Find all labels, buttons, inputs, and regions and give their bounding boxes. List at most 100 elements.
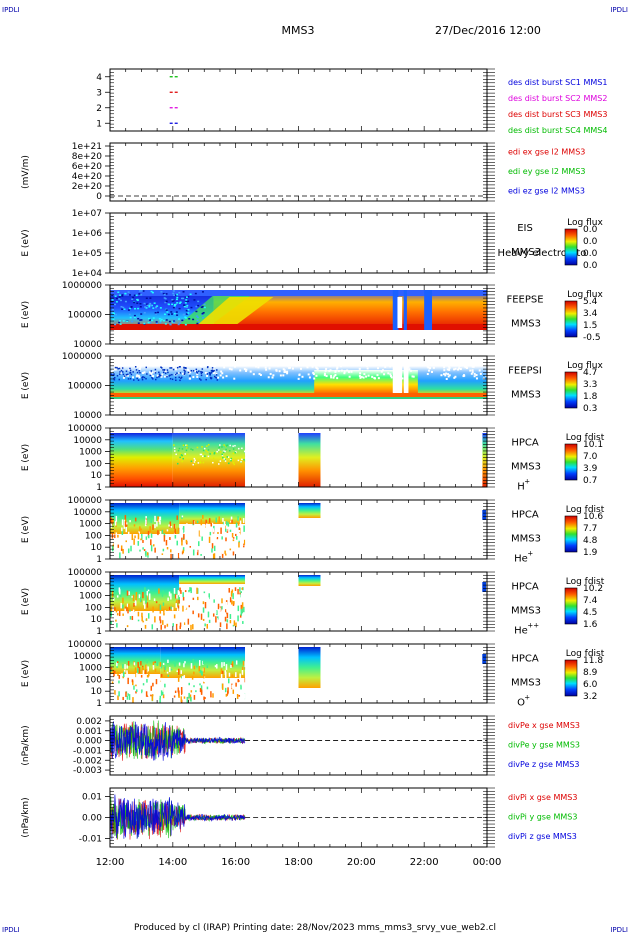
colorbar-tick: 3.3 bbox=[583, 380, 597, 390]
hpca_o-spectrogram bbox=[110, 645, 486, 704]
spacecraft-label: MMS3 bbox=[511, 247, 541, 258]
hpca-ytick: 10 bbox=[91, 471, 103, 481]
species-charge: ++ bbox=[527, 622, 539, 630]
colorbar-tick: 0.0 bbox=[583, 261, 598, 271]
colorbar-tick: 7.4 bbox=[583, 596, 598, 606]
hpca-ytick: 1 bbox=[96, 627, 102, 637]
colorbar bbox=[564, 300, 578, 338]
time-tick: 14:00 bbox=[158, 857, 187, 868]
colorbar-tick: 3.2 bbox=[583, 692, 597, 702]
instrument-label: FEEPSI bbox=[508, 366, 542, 377]
species-charge: + bbox=[524, 478, 530, 486]
colorbar bbox=[564, 371, 578, 409]
instrument-label: FEEPSE bbox=[506, 295, 543, 306]
eis-ytick: 1e+05 bbox=[72, 249, 102, 259]
divpe-traces bbox=[109, 720, 246, 761]
colorbar-tick: 4.8 bbox=[583, 536, 598, 546]
hpca-ytick: 100000 bbox=[68, 496, 103, 506]
eis-ylabel: E (eV) bbox=[21, 229, 31, 256]
divpe-ytick: -0.003 bbox=[73, 766, 102, 776]
hpca-ytick: 100000 bbox=[68, 568, 103, 578]
hpca_h-ylabel: E (eV) bbox=[21, 444, 31, 471]
divpi-traces bbox=[109, 794, 246, 840]
feepse-ytick: 100000 bbox=[68, 311, 103, 321]
feepsi-ytick: 100000 bbox=[68, 382, 103, 392]
hpca-ytick: 1 bbox=[96, 555, 102, 565]
corner-label: IPDLI bbox=[610, 6, 628, 14]
burst-ytick: 1 bbox=[96, 119, 102, 129]
divpi-ytick: -0.01 bbox=[79, 835, 102, 845]
instrument-label: HPCA bbox=[511, 582, 539, 593]
eis-ytick: 1e+07 bbox=[72, 209, 102, 219]
time-tick: 20:00 bbox=[347, 857, 376, 868]
hpca_hepp-ylabel: E (eV) bbox=[21, 588, 31, 615]
divpi-ylabel: (nPa/km) bbox=[21, 797, 31, 837]
hpca_h-spectrogram bbox=[110, 429, 487, 487]
eis-ytick: 1e+04 bbox=[72, 269, 103, 279]
hpca-ytick: 100 bbox=[85, 675, 102, 685]
colorbar-title: Log flux bbox=[567, 218, 603, 228]
edi-ytick: 0 bbox=[96, 192, 102, 202]
legend-entry: des dist burst SC2 MMS2 bbox=[508, 94, 607, 103]
colorbar-tick: 4.5 bbox=[583, 608, 597, 618]
legend-entry: divPe y gse MMS3 bbox=[508, 741, 580, 750]
colorbar-tick: -0.5 bbox=[583, 333, 601, 343]
burst-ytick: 4 bbox=[96, 73, 102, 83]
legend-entry: divPi y gse MMS3 bbox=[508, 813, 577, 822]
colorbar-title: Log fdist bbox=[566, 577, 605, 587]
divpe-ytick: 0.000 bbox=[76, 737, 102, 747]
hpca-ytick: 100 bbox=[85, 603, 102, 613]
hpca_he-ylabel: E (eV) bbox=[21, 516, 31, 543]
hpca-ytick: 100000 bbox=[68, 640, 103, 650]
hpca_o-ylabel: E (eV) bbox=[21, 660, 31, 687]
legend-entry: divPe x gse MMS3 bbox=[508, 721, 580, 730]
time-tick: 16:00 bbox=[221, 857, 250, 868]
spacecraft-label: MMS3 bbox=[511, 678, 541, 689]
instrument-label: HPCA bbox=[511, 654, 539, 665]
species-label: He bbox=[514, 626, 528, 637]
colorbar-tick: 0.0 bbox=[583, 249, 598, 259]
hpca-ytick: 100 bbox=[85, 531, 102, 541]
hpca-ytick: 1000 bbox=[79, 592, 102, 602]
hpca-ytick: 10 bbox=[91, 615, 103, 625]
species-charge: + bbox=[524, 694, 530, 702]
divpi-ytick: 0.01 bbox=[82, 792, 102, 802]
burst-ytick: 3 bbox=[96, 88, 102, 98]
colorbar-tick: 0.7 bbox=[583, 476, 597, 486]
eis-ytick: 1e+06 bbox=[72, 229, 103, 239]
hpca-ytick: 10000 bbox=[73, 580, 102, 590]
colorbar-tick: 1.5 bbox=[583, 321, 597, 331]
edi-ytick: 8e+20 bbox=[72, 152, 103, 162]
spacecraft-label: MMS3 bbox=[511, 462, 541, 473]
colorbar bbox=[564, 587, 578, 625]
spacecraft-label: MMS3 bbox=[511, 390, 541, 401]
plot-title: MMS3 bbox=[282, 24, 315, 37]
hpca_he-spectrogram bbox=[110, 501, 486, 560]
colorbar-tick: 6.0 bbox=[583, 680, 598, 690]
legend-entry: divPi z gse MMS3 bbox=[508, 832, 577, 841]
panel-frame bbox=[109, 427, 495, 488]
divpe-ytick: -0.001 bbox=[73, 746, 102, 756]
colorbar-tick: 7.7 bbox=[583, 524, 597, 534]
feepsi-ylabel: E (eV) bbox=[21, 372, 31, 399]
divpe-ytick: 0.002 bbox=[76, 717, 102, 727]
time-tick: 22:00 bbox=[410, 857, 439, 868]
species-label: O bbox=[517, 698, 525, 709]
hpca-ytick: 1000 bbox=[79, 448, 102, 458]
corner-label: IPDLI bbox=[2, 926, 20, 934]
colorbar-title: Log fdist bbox=[566, 649, 605, 659]
colorbar-tick: 0.0 bbox=[583, 237, 598, 247]
feepsi-ytick: 10000 bbox=[73, 411, 102, 421]
colorbar-title: Log fdist bbox=[566, 433, 605, 443]
colorbar-tick: 4.7 bbox=[583, 368, 597, 378]
colorbar-tick: 1.8 bbox=[583, 392, 598, 402]
colorbar-tick: 11.8 bbox=[583, 656, 603, 666]
panel-frame bbox=[109, 212, 495, 274]
hpca-ytick: 1 bbox=[96, 483, 102, 493]
overlap-text: Heavy electron to bbox=[498, 248, 587, 259]
hpca-ytick: 100000 bbox=[68, 424, 103, 434]
colorbar-title: Log flux bbox=[567, 361, 603, 371]
colorbar-tick: 10.2 bbox=[583, 584, 603, 594]
time-tick: 00:00 bbox=[473, 857, 502, 868]
